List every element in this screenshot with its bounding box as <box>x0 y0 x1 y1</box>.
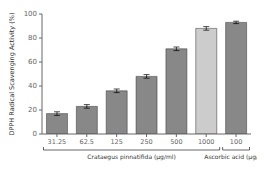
svg-text:62.5: 62.5 <box>80 138 94 146</box>
svg-text:20: 20 <box>28 106 37 114</box>
svg-text:250: 250 <box>140 138 152 146</box>
svg-text:125: 125 <box>110 138 122 146</box>
svg-text:40: 40 <box>28 82 37 90</box>
svg-text:500: 500 <box>170 138 182 146</box>
svg-text:80: 80 <box>28 34 37 42</box>
svg-text:0: 0 <box>33 130 37 138</box>
svg-text:100: 100 <box>230 138 242 146</box>
svg-text:60: 60 <box>28 58 37 66</box>
svg-text:DPPH Radical Scavenging Activi: DPPH Radical Scavenging Activity (%) <box>8 12 16 135</box>
svg-text:31.25: 31.25 <box>48 138 67 146</box>
svg-text:100: 100 <box>24 10 37 18</box>
svg-text:Ascorbic acid (μg/ml): Ascorbic acid (μg/ml) <box>204 153 257 161</box>
svg-text:1000: 1000 <box>198 138 215 146</box>
svg-text:Crataegus pinnatifida (μg/ml): Crataegus pinnatifida (μg/ml) <box>87 153 176 161</box>
